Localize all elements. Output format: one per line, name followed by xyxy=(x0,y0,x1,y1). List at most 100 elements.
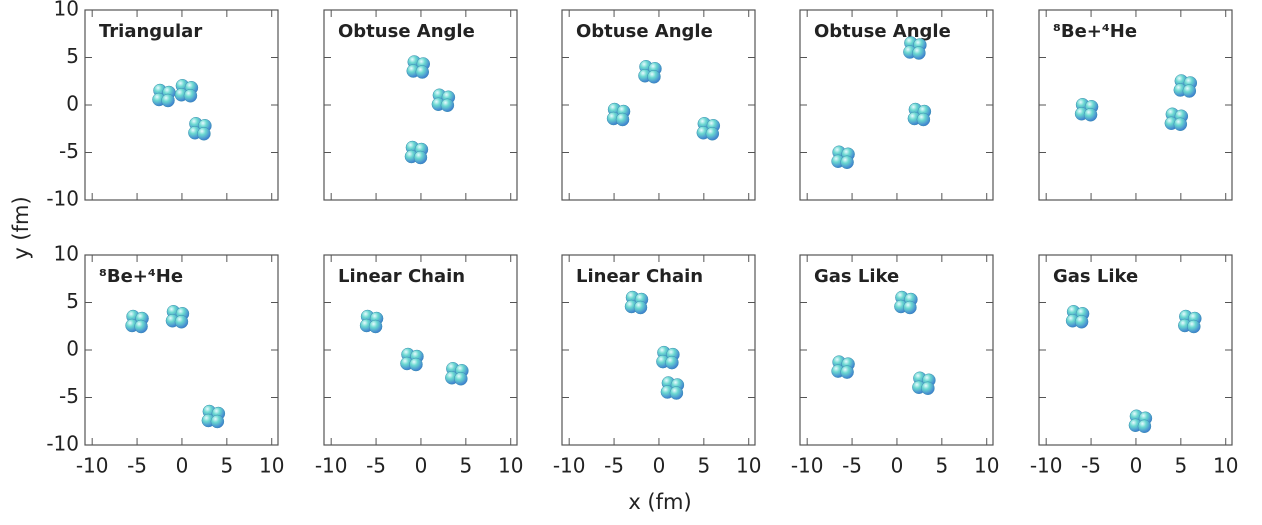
x-tick-label: 0 xyxy=(653,454,666,478)
alpha-cluster xyxy=(400,348,423,371)
alpha-cluster xyxy=(360,310,383,333)
nucleon xyxy=(369,320,382,333)
alpha-cluster xyxy=(1178,310,1201,333)
alpha-cluster xyxy=(407,56,430,79)
alpha-cluster xyxy=(432,89,455,112)
nucleon xyxy=(197,127,210,140)
nucleon xyxy=(1187,320,1200,333)
y-tick-label: -10 xyxy=(46,432,79,456)
alpha-cluster xyxy=(1174,75,1197,98)
alpha-cluster xyxy=(202,405,225,428)
alpha-cluster xyxy=(903,37,926,60)
nucleon xyxy=(1138,420,1151,433)
alpha-cluster xyxy=(1075,98,1098,121)
x-tick-label: -5 xyxy=(842,454,862,478)
x-tick-label: 5 xyxy=(697,454,710,478)
alpha-cluster xyxy=(1066,305,1089,328)
nucleon xyxy=(409,358,422,371)
panel-title: Linear Chain xyxy=(576,266,703,287)
nucleon xyxy=(670,387,683,400)
alpha-cluster xyxy=(908,103,931,126)
x-tick-label: 0 xyxy=(415,454,428,478)
x-tick-label: -5 xyxy=(127,454,147,478)
panel-title: Obtuse Angle xyxy=(814,21,951,42)
nucleon xyxy=(1075,315,1088,328)
y-tick-label: 0 xyxy=(66,337,79,361)
y-tick-label: 0 xyxy=(66,92,79,116)
x-tick-label: 0 xyxy=(891,454,904,478)
x-tick-label: 5 xyxy=(935,454,948,478)
nucleon xyxy=(921,382,934,395)
nucleon xyxy=(616,113,629,126)
y-tick-label: -5 xyxy=(59,384,79,408)
alpha-cluster xyxy=(638,60,661,83)
alpha-cluster xyxy=(1165,108,1188,131)
nucleon xyxy=(416,66,429,79)
x-tick-label: 5 xyxy=(459,454,472,478)
x-tick-label: 10 xyxy=(736,454,761,478)
y-axis-label: y (fm) xyxy=(9,196,33,259)
nucleon xyxy=(454,372,467,385)
alpha-cluster xyxy=(656,346,679,369)
alpha-cluster xyxy=(152,84,175,107)
alpha-cluster xyxy=(188,117,211,140)
panel-title: Linear Chain xyxy=(338,266,465,287)
x-tick-label: 10 xyxy=(1213,454,1238,478)
y-tick-label: -10 xyxy=(46,187,79,211)
alpha-cluster xyxy=(912,372,935,395)
nucleon xyxy=(706,127,719,140)
x-tick-label: 10 xyxy=(974,454,999,478)
panel-title: Gas Like xyxy=(1053,266,1138,287)
alpha-cluster xyxy=(445,362,468,385)
alpha-cluster xyxy=(1129,410,1152,433)
x-tick-label: -10 xyxy=(315,454,348,478)
alpha-cluster xyxy=(832,146,855,169)
alpha-cluster xyxy=(894,291,917,314)
x-tick-label: -10 xyxy=(553,454,586,478)
alpha-cluster xyxy=(625,291,648,314)
x-tick-label: -5 xyxy=(604,454,624,478)
x-tick-label: -10 xyxy=(791,454,824,478)
panel-title: Obtuse Angle xyxy=(338,21,475,42)
nucleon xyxy=(1084,108,1097,121)
y-tick-label: 5 xyxy=(66,44,79,68)
x-tick-label: 0 xyxy=(1130,454,1143,478)
alpha-cluster xyxy=(661,377,684,400)
nucleon xyxy=(414,151,427,164)
panel-title: ⁸Be+⁴He xyxy=(99,266,183,287)
alpha-cluster xyxy=(832,356,855,379)
nucleon xyxy=(184,89,197,102)
y-tick-label: 5 xyxy=(66,289,79,313)
nucleon xyxy=(917,113,930,126)
x-tick-label: -10 xyxy=(1030,454,1063,478)
y-tick-label: 10 xyxy=(54,242,79,266)
x-tick-label: -10 xyxy=(76,454,109,478)
nucleon xyxy=(903,301,916,314)
x-tick-label: -5 xyxy=(1081,454,1101,478)
x-tick-label: 5 xyxy=(220,454,233,478)
x-tick-label: 5 xyxy=(1174,454,1187,478)
alpha-cluster xyxy=(175,79,198,102)
nucleon xyxy=(912,47,925,60)
nucleon xyxy=(161,94,174,107)
alpha-cluster xyxy=(405,141,428,164)
panel-title: Obtuse Angle xyxy=(576,21,713,42)
panel-title: Gas Like xyxy=(814,266,899,287)
x-tick-label: 0 xyxy=(176,454,189,478)
x-axis-label: x (fm) xyxy=(628,490,691,514)
figure: x (fm) y (fm) -10 -5 0 5 10 Triangular Obtuse … xyxy=(0,0,1262,525)
panel-title: Triangular xyxy=(99,21,202,42)
y-tick-label: 10 xyxy=(54,0,79,21)
nucleon xyxy=(647,70,660,83)
panel-title: ⁸Be+⁴He xyxy=(1053,21,1137,42)
alpha-cluster xyxy=(697,117,720,140)
nucleon xyxy=(211,415,224,428)
nucleon xyxy=(841,156,854,169)
alpha-cluster xyxy=(607,103,630,126)
alpha-cluster xyxy=(166,305,189,328)
nucleon xyxy=(175,315,188,328)
nucleon xyxy=(441,99,454,112)
x-tick-label: 10 xyxy=(498,454,523,478)
x-tick-label: 10 xyxy=(259,454,284,478)
x-tick-label: -5 xyxy=(366,454,386,478)
